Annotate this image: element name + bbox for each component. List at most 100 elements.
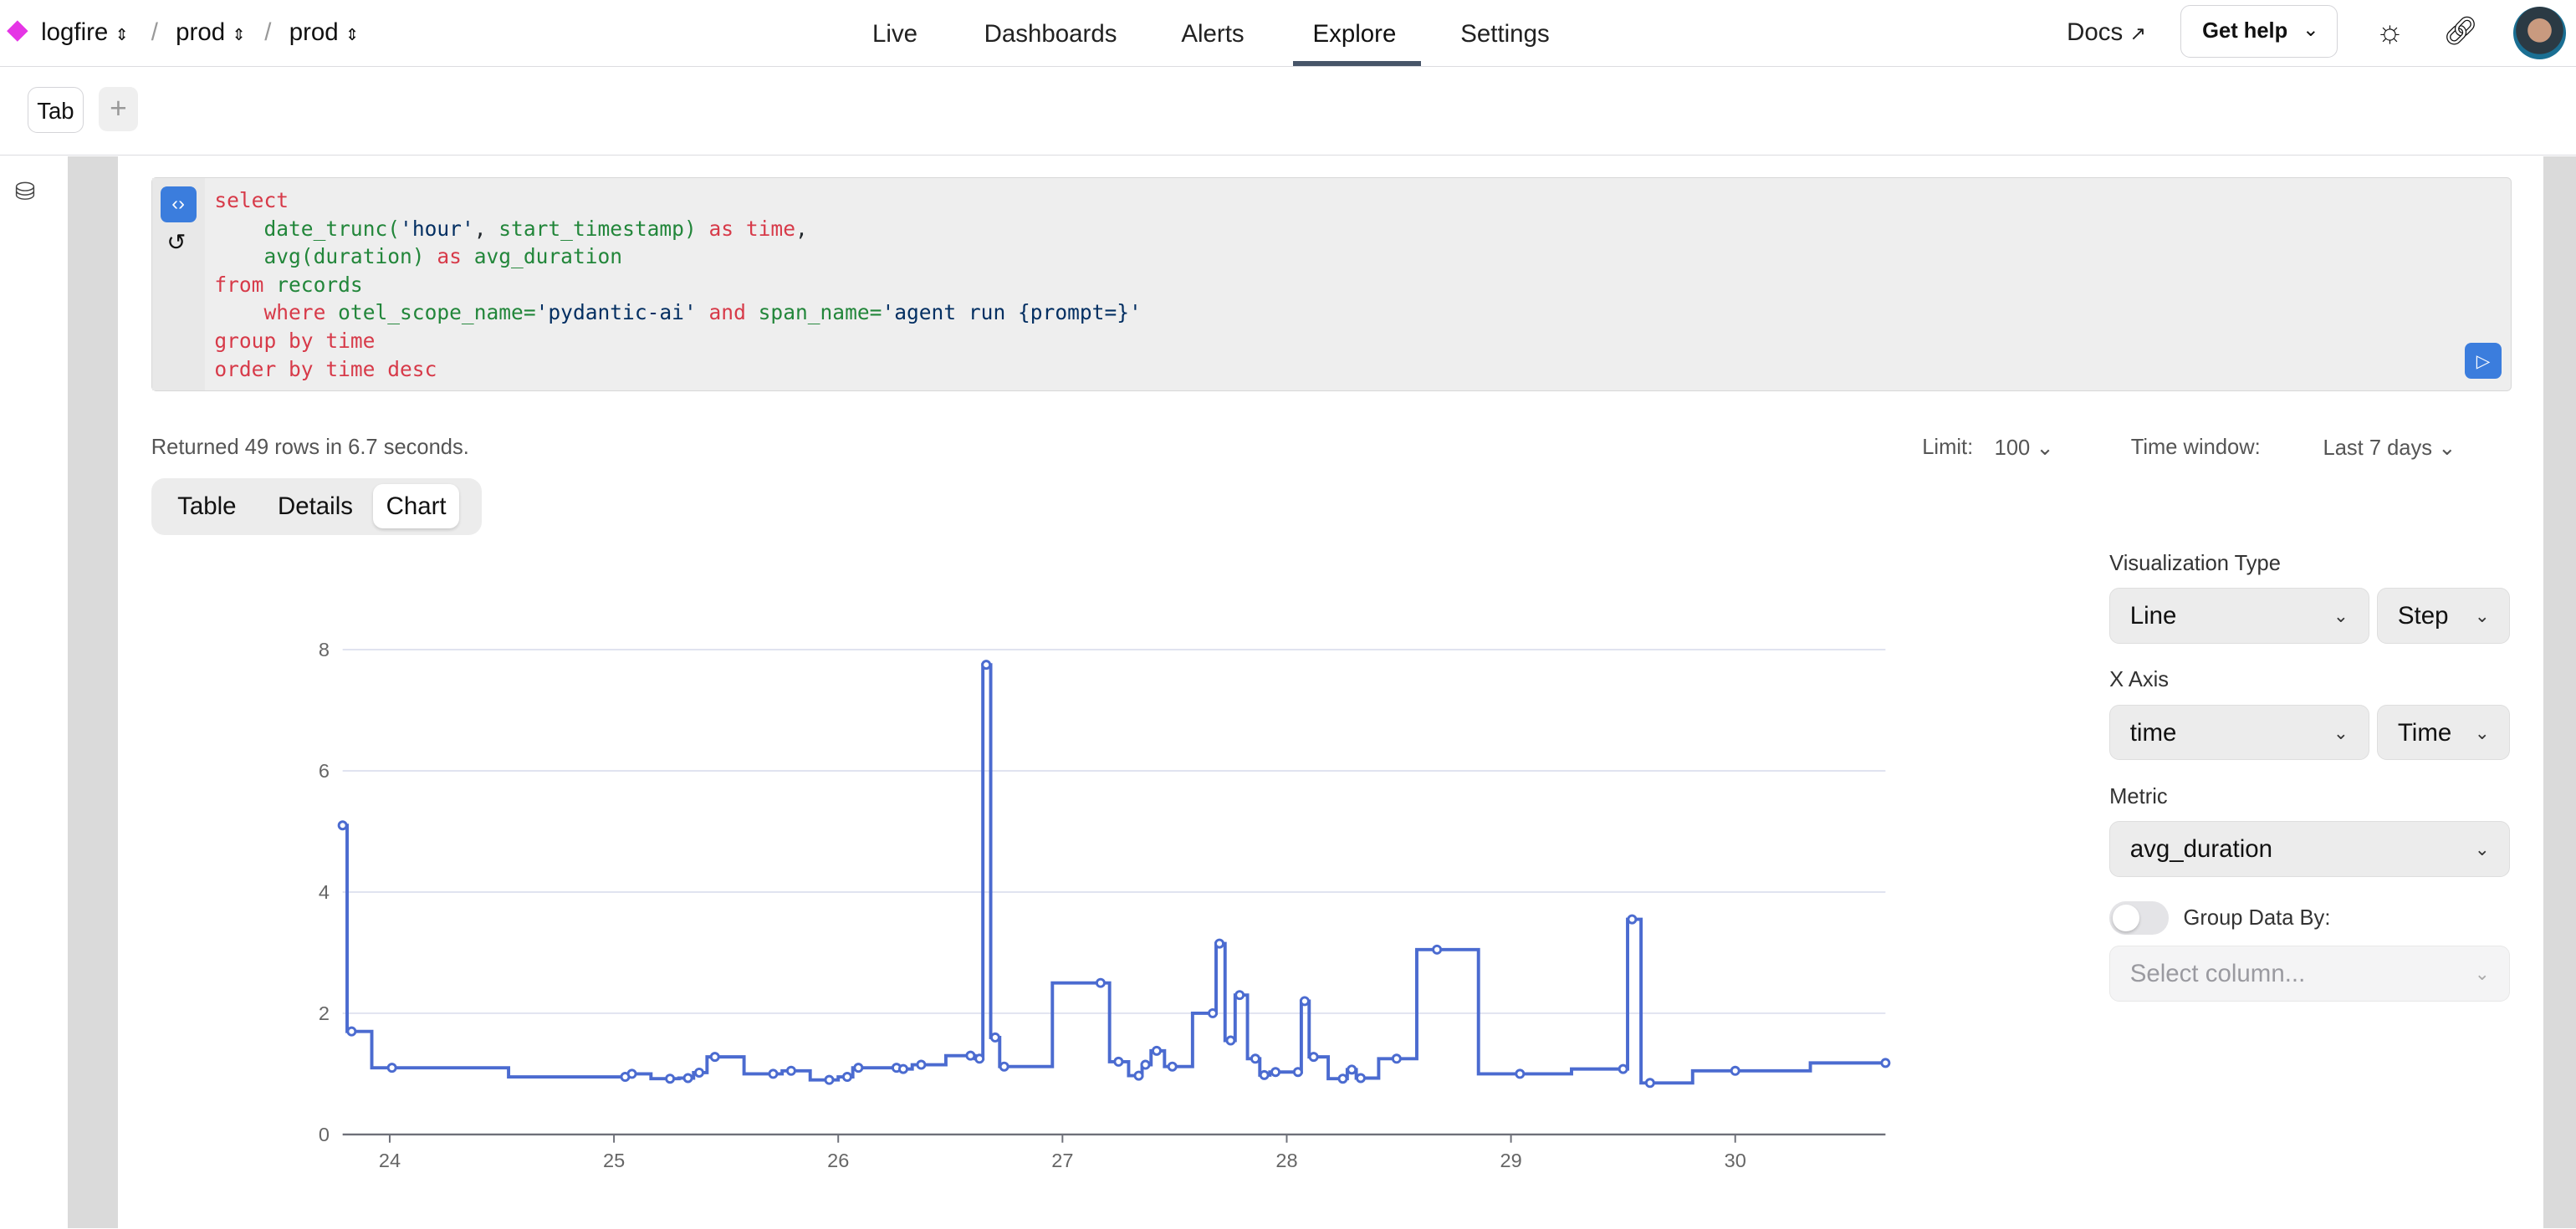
y-tick-label: 6 bbox=[318, 760, 329, 782]
environment-switcher[interactable]: prod ⇕ bbox=[289, 18, 360, 47]
code-line[interactable]: avg(duration) as avg_duration bbox=[214, 242, 1141, 271]
data-point bbox=[841, 1072, 852, 1083]
x-tick-label: 30 bbox=[1724, 1150, 1745, 1172]
get-help-label: Get help bbox=[2202, 18, 2288, 43]
code-line[interactable]: group by time bbox=[214, 327, 1141, 355]
code-token: avg_duration bbox=[473, 244, 623, 269]
chevron-down-icon: ⌄ bbox=[2333, 722, 2349, 743]
external-link-icon: ↗ bbox=[2129, 22, 2147, 44]
data-point bbox=[852, 1063, 863, 1073]
org-switcher[interactable]: logfire ⇕ bbox=[41, 18, 129, 47]
code-line[interactable]: select bbox=[214, 186, 1141, 215]
data-point bbox=[1259, 1070, 1270, 1081]
breadcrumb-separator: / bbox=[264, 18, 272, 46]
data-point bbox=[980, 660, 991, 671]
x-tick-label: 26 bbox=[827, 1150, 849, 1172]
time-window-select[interactable]: Last 7 days ⌄ bbox=[2323, 436, 2456, 461]
group-column-select[interactable]: Select column... ⌄ bbox=[2109, 946, 2511, 1002]
logfire-logo-icon bbox=[7, 19, 28, 41]
nav-live[interactable]: Live bbox=[872, 19, 918, 48]
code-line[interactable]: from records bbox=[214, 271, 1141, 299]
get-help-button[interactable]: Get help ⌄ bbox=[2180, 4, 2338, 58]
code-line[interactable]: date_trunc('hour', start_timestamp) as t… bbox=[214, 215, 1141, 243]
code-line[interactable]: where otel_scope_name='pydantic-ai' and … bbox=[214, 298, 1141, 327]
query-status: Returned 49 rows in 6.7 seconds. bbox=[151, 435, 469, 459]
x-axis-type-select[interactable]: Time ⌄ bbox=[2377, 704, 2511, 761]
code-mode-icon[interactable]: ‹› bbox=[160, 186, 197, 223]
group-data-toggle[interactable] bbox=[2109, 901, 2169, 935]
tab-table[interactable]: Table bbox=[177, 492, 237, 521]
data-point bbox=[915, 1059, 926, 1070]
run-query-button[interactable]: ▷ bbox=[2465, 342, 2502, 379]
code-token: from bbox=[214, 272, 277, 297]
data-point bbox=[682, 1073, 693, 1084]
copy-link-icon[interactable]: 🔗︎ bbox=[2442, 15, 2479, 47]
chevron-updown-icon: ⇕ bbox=[345, 25, 360, 44]
viz-style-select[interactable]: Step ⌄ bbox=[2377, 588, 2511, 644]
x-axis-select[interactable]: time ⌄ bbox=[2109, 704, 2369, 761]
nav-dashboards[interactable]: Dashboards bbox=[984, 19, 1117, 48]
theme-toggle-sun-icon[interactable]: ☼ bbox=[2375, 13, 2405, 48]
result-view-tabs: Table Details Chart bbox=[151, 477, 482, 536]
code-token: 'hour' bbox=[400, 216, 474, 241]
history-icon[interactable]: ↺ bbox=[166, 229, 187, 256]
data-point bbox=[768, 1068, 779, 1079]
data-point bbox=[1644, 1078, 1655, 1089]
code-line[interactable]: order by time desc bbox=[214, 355, 1141, 384]
data-point bbox=[626, 1068, 637, 1079]
add-tab-button[interactable]: + bbox=[98, 87, 138, 132]
scrollbar-track[interactable] bbox=[2543, 156, 2576, 1229]
data-point bbox=[1151, 1046, 1162, 1057]
code-token: select bbox=[214, 187, 289, 212]
data-point bbox=[1308, 1052, 1319, 1063]
group-data-label: Group Data By: bbox=[2183, 906, 2331, 931]
nav-explore[interactable]: Explore bbox=[1312, 19, 1397, 48]
sql-editor[interactable]: ‹› ↺ select date_trunc('hour', start_tim… bbox=[151, 177, 2512, 391]
data-point bbox=[1140, 1059, 1151, 1070]
code-token: avg(duration) bbox=[263, 244, 425, 269]
data-point bbox=[785, 1066, 796, 1077]
tab-details[interactable]: Details bbox=[277, 492, 353, 521]
chevron-down-icon: ⌄ bbox=[2302, 18, 2319, 40]
code-token: , bbox=[473, 216, 499, 241]
docs-link[interactable]: Docs ↗ bbox=[2067, 18, 2146, 47]
chevron-down-icon: ⌄ bbox=[2474, 839, 2490, 860]
metric-select[interactable]: avg_duration ⌄ bbox=[2109, 821, 2511, 877]
database-schema-icon[interactable]: ⛁ bbox=[14, 178, 36, 207]
user-avatar[interactable] bbox=[2513, 6, 2567, 59]
project-switcher[interactable]: prod ⇕ bbox=[176, 18, 246, 47]
metric-value: avg_duration bbox=[2129, 835, 2273, 864]
code-token: order by time desc bbox=[214, 356, 437, 381]
editor-gutter: ‹› ↺ bbox=[151, 178, 205, 390]
y-tick-label: 8 bbox=[318, 639, 329, 660]
data-point bbox=[337, 820, 348, 831]
query-tab[interactable]: Tab bbox=[28, 87, 84, 134]
code-token: records bbox=[276, 272, 363, 297]
viz-type-value: Line bbox=[2129, 602, 2177, 630]
data-point bbox=[1431, 945, 1442, 956]
data-point bbox=[1225, 1035, 1235, 1046]
data-point bbox=[897, 1064, 908, 1075]
tab-chart[interactable]: Chart bbox=[372, 484, 460, 529]
data-point bbox=[1391, 1053, 1402, 1064]
query-tab-bar: Tab + bbox=[0, 68, 2576, 156]
code-token: and bbox=[696, 300, 759, 325]
environment-name: prod bbox=[289, 18, 339, 46]
metric-label: Metric bbox=[2109, 784, 2168, 808]
viz-type-select[interactable]: Line ⌄ bbox=[2109, 588, 2369, 644]
code-token bbox=[214, 300, 263, 324]
limit-select[interactable]: 100 ⌄ bbox=[1995, 436, 2054, 461]
x-axis-value: time bbox=[2129, 718, 2177, 747]
sql-code[interactable]: select date_trunc('hour', start_timestam… bbox=[214, 186, 1141, 383]
data-point bbox=[824, 1075, 835, 1086]
data-point bbox=[1292, 1067, 1303, 1078]
chevron-down-icon: ⌄ bbox=[2474, 605, 2490, 627]
data-point bbox=[1214, 939, 1224, 949]
data-point bbox=[1514, 1068, 1525, 1079]
project-name: prod bbox=[176, 18, 226, 46]
time-window-label: Time window: bbox=[2130, 435, 2261, 459]
nav-alerts[interactable]: Alerts bbox=[1181, 19, 1245, 48]
nav-settings[interactable]: Settings bbox=[1460, 19, 1550, 48]
chevron-updown-icon: ⇕ bbox=[232, 25, 246, 44]
time-window-value: Last 7 days bbox=[2323, 436, 2433, 460]
